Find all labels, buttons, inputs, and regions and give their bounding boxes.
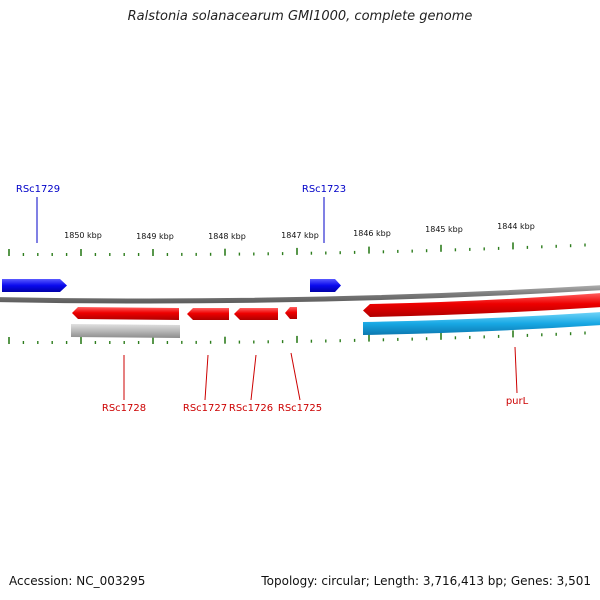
gene-arrow-rsc1726[interactable] (234, 308, 278, 320)
pseudo-gene-bar[interactable] (71, 324, 180, 338)
forward-strand-genes (2, 279, 341, 292)
genome-backbone (0, 285, 600, 304)
scale-ticks-bottom (8, 330, 586, 344)
leader-rsc1727 (204, 354, 209, 401)
cds-bar-purl[interactable] (363, 312, 600, 335)
tick-label-1848: 1848 kbp (208, 232, 246, 241)
topology-label: Topology: circular; Length: 3,716,413 bp… (261, 574, 591, 588)
label-leaders (36, 197, 518, 401)
gene-arrow-purl[interactable] (363, 293, 600, 317)
gene-arrow-rsc1728[interactable] (72, 307, 179, 320)
leader-rsc1725 (290, 352, 301, 401)
gene-label-rsc1723[interactable]: RSc1723 (302, 184, 346, 195)
accession-label: Accession: NC_003295 (9, 574, 146, 588)
gene-label-rsc1728[interactable]: RSc1728 (102, 403, 146, 414)
tick-label-1850: 1850 kbp (64, 231, 102, 240)
gene-label-rsc1725[interactable]: RSc1725 (278, 403, 322, 414)
gene-label-rsc1727[interactable]: RSc1727 (183, 403, 227, 414)
gene-arrow-rsc1727[interactable] (187, 308, 229, 320)
tick-label-1845: 1845 kbp (425, 225, 463, 234)
genome-title: Ralstonia solanacearum GMI1000, complete… (127, 9, 473, 24)
scale-labels: 1850 kbp 1849 kbp 1848 kbp 1847 kbp 1846… (64, 222, 535, 241)
tick-label-1847: 1847 kbp (281, 231, 319, 240)
gene-arrow-rsc1725[interactable] (285, 307, 297, 319)
gene-label-rsc1729[interactable]: RSc1729 (16, 184, 60, 195)
reverse-feature-track (71, 312, 600, 338)
scale-ticks-top (8, 242, 586, 256)
tick-label-1844: 1844 kbp (497, 222, 535, 231)
reverse-strand-genes (72, 293, 600, 320)
leader-rsc1726 (250, 354, 257, 401)
leader-purl (514, 346, 518, 394)
tick-label-1849: 1849 kbp (136, 232, 174, 241)
gene-arrow-rsc1723[interactable] (310, 279, 341, 292)
gene-label-purl[interactable]: purL (506, 396, 529, 407)
gene-labels: RSc1729 RSc1723 RSc1728 RSc1727 RSc1726 … (16, 184, 529, 414)
gene-arrow-rsc1729[interactable] (2, 279, 67, 292)
tick-label-1846: 1846 kbp (353, 229, 391, 238)
gene-label-rsc1726[interactable]: RSc1726 (229, 403, 273, 414)
